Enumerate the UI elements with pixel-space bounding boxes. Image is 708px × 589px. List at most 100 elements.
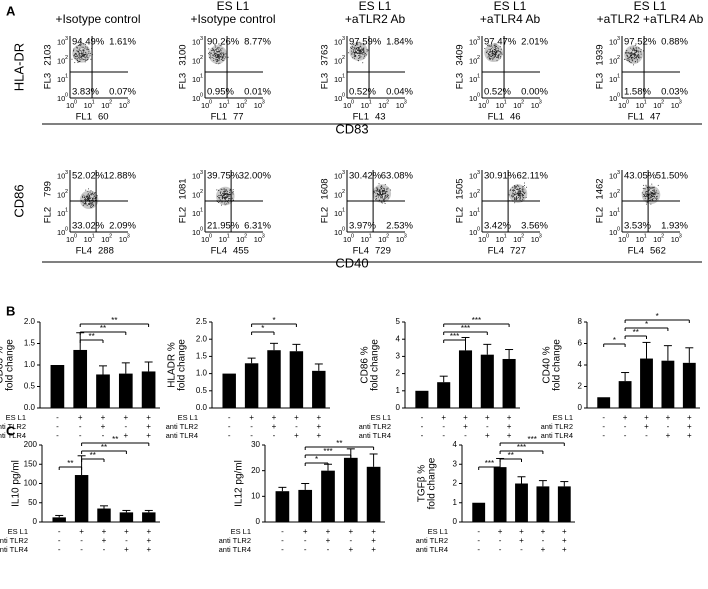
log-tick-exp: 0 (74, 233, 77, 239)
event-dot (217, 55, 219, 57)
event-dot (501, 52, 503, 54)
log-tick-base: 10 (618, 235, 626, 244)
event-dot (221, 55, 223, 57)
event-dot (228, 198, 230, 200)
event-dot (86, 194, 88, 196)
condition-mark: - (499, 545, 502, 554)
event-dot (79, 41, 81, 43)
event-dot (355, 48, 357, 50)
event-dot (220, 44, 222, 46)
quadrant-percent: 0.52% (349, 87, 376, 98)
x-channel-value: 455 (233, 246, 249, 257)
event-dot (221, 48, 223, 50)
event-dot (636, 56, 638, 58)
event-dot (85, 52, 87, 54)
event-dot (376, 187, 378, 189)
event-dot (88, 50, 90, 52)
y-tick-label: 1.0 (196, 369, 208, 378)
log-tick-exp: 1 (227, 99, 230, 105)
condition-label: ES L1 (231, 527, 251, 536)
event-dot (91, 194, 93, 196)
event-dot (374, 190, 376, 192)
event-dot (77, 61, 79, 63)
condition-mark: - (56, 413, 59, 422)
condition-mark: - (421, 422, 424, 431)
event-dot (626, 50, 628, 52)
event-dot (517, 189, 519, 191)
quadrant-percent: 30.42% (349, 171, 382, 182)
event-dot (634, 58, 636, 60)
event-dot (84, 203, 86, 205)
event-dot (83, 59, 85, 61)
log-tick-base: 10 (361, 101, 369, 110)
event-dot (630, 56, 632, 58)
event-dot (82, 205, 84, 207)
condition-mark: - (542, 536, 545, 545)
condition-mark: - (295, 422, 298, 431)
condition-mark: - (79, 422, 82, 431)
event-dot (637, 54, 639, 56)
event-dot (352, 49, 354, 51)
event-dot (85, 53, 87, 55)
event-dot (637, 51, 639, 53)
event-dot (356, 42, 358, 44)
event-dot (515, 187, 517, 189)
condition-mark: + (463, 413, 468, 422)
condition-mark: - (421, 431, 424, 440)
log-tick-exp: 3 (404, 233, 407, 239)
event-dot (213, 59, 215, 61)
event-dot (73, 48, 75, 50)
quadrant-percent: 97.59% (349, 37, 382, 48)
log-tick-exp: 2 (477, 55, 480, 61)
event-dot (215, 49, 217, 51)
event-dot (86, 59, 88, 61)
event-dot (220, 58, 222, 60)
event-dot (93, 196, 95, 198)
event-dot (492, 46, 494, 48)
event-dot (497, 57, 499, 59)
event-dot (514, 191, 516, 193)
event-dot (496, 60, 498, 62)
y-tick-label: 0 (453, 517, 458, 526)
log-tick-base: 10 (236, 101, 244, 110)
quadrant-percent: 3.83% (72, 87, 99, 98)
row-marker-label: CD40 (335, 255, 368, 270)
significance-label: *** (528, 435, 537, 444)
event-dot (93, 195, 95, 197)
event-dot (80, 59, 82, 61)
bar (493, 467, 507, 522)
event-dot (633, 54, 635, 56)
event-dot (497, 48, 499, 50)
event-dot (222, 56, 224, 58)
event-dot (224, 191, 226, 193)
event-dot (512, 186, 514, 188)
condition-mark: + (102, 536, 107, 545)
event-dot (218, 198, 220, 200)
event-dot (515, 197, 517, 199)
event-dot (92, 206, 94, 208)
event-dot (651, 187, 653, 189)
log-tick-base: 10 (57, 190, 65, 199)
log-tick-base: 10 (84, 235, 92, 244)
y-axis-label: TGFβ % (417, 465, 428, 503)
event-dot (361, 47, 363, 49)
event-dot (80, 56, 82, 58)
bar (480, 354, 494, 408)
event-dot (76, 46, 78, 48)
event-dot (656, 197, 658, 199)
event-dot (521, 189, 523, 191)
condition-mark: - (464, 431, 467, 440)
event-dot (217, 61, 219, 63)
condition-mark: - (80, 536, 83, 545)
event-dot (513, 193, 515, 195)
event-dot (378, 193, 380, 195)
event-dot (500, 52, 502, 54)
event-dot (91, 204, 93, 206)
event-dot (489, 50, 491, 52)
event-dot (519, 198, 521, 200)
event-dot (637, 47, 639, 49)
event-dot (232, 192, 234, 194)
x-channel-value: 43 (375, 112, 386, 123)
event-dot (80, 45, 82, 47)
event-dot (213, 48, 215, 50)
